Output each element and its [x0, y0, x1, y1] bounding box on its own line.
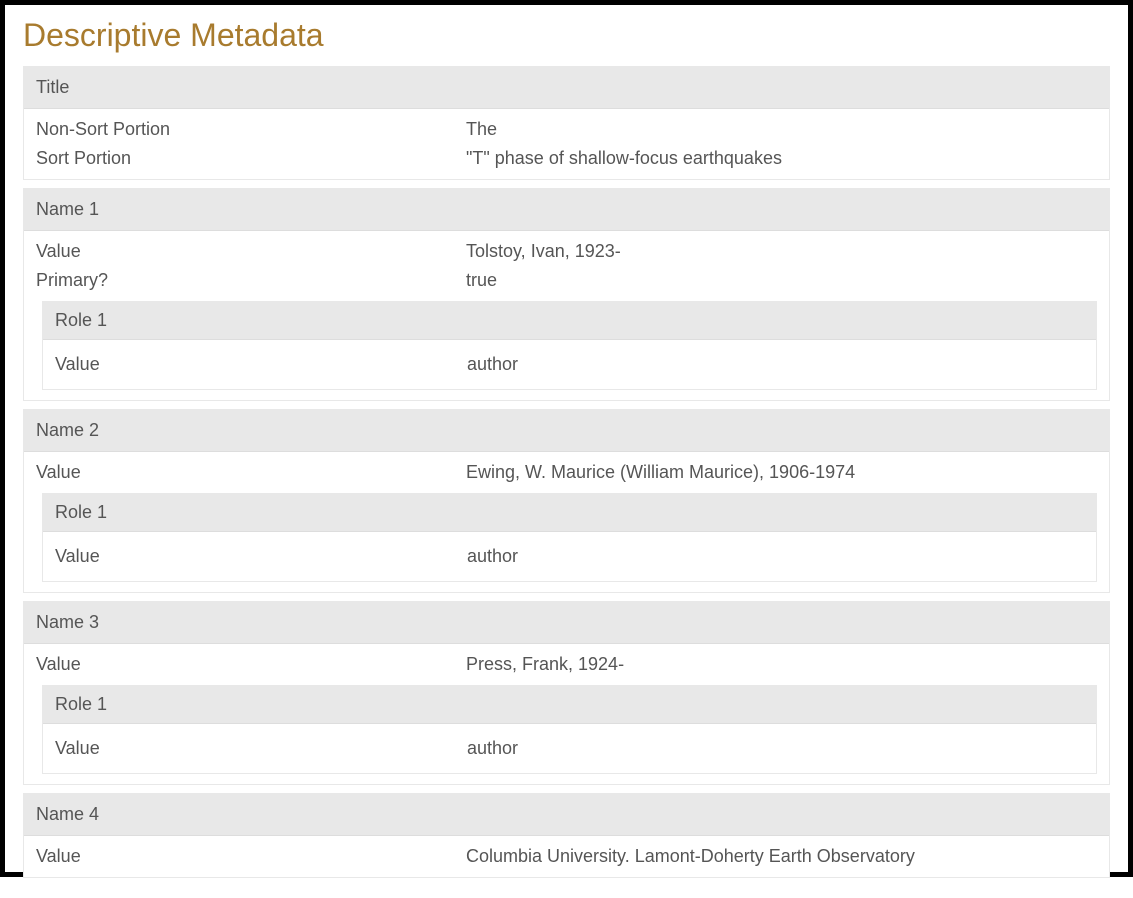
name1-section: Name 1 Value Tolstoy, Ivan, 1923- Primar…	[23, 188, 1110, 401]
page-title: Descriptive Metadata	[23, 17, 1110, 54]
name1-role1-value: author	[467, 354, 1084, 375]
name3-role1-body: Value author	[43, 724, 1096, 773]
name4-value: Columbia University. Lamont-Doherty Eart…	[466, 846, 1097, 867]
name1-role1-section: Role 1 Value author	[42, 301, 1097, 390]
name1-value: Tolstoy, Ivan, 1923-	[466, 241, 1097, 262]
title-section-body: Non-Sort Portion The Sort Portion "T" ph…	[24, 109, 1109, 179]
name1-body: Value Tolstoy, Ivan, 1923- Primary? true…	[24, 231, 1109, 400]
name2-role1-value-label: Value	[55, 546, 467, 567]
name1-role1-body: Value author	[43, 340, 1096, 389]
sort-value: "T" phase of shallow-focus earthquakes	[466, 148, 1097, 169]
name2-role1-value: author	[467, 546, 1084, 567]
name3-section: Name 3 Value Press, Frank, 1924- Role 1 …	[23, 601, 1110, 785]
name4-value-label: Value	[36, 846, 466, 867]
field-row: Value Ewing, W. Maurice (William Maurice…	[24, 458, 1109, 487]
name2-value-label: Value	[36, 462, 466, 483]
field-row: Value Tolstoy, Ivan, 1923-	[24, 237, 1109, 266]
name1-header: Name 1	[24, 189, 1109, 231]
title-section: Title Non-Sort Portion The Sort Portion …	[23, 66, 1110, 180]
name1-role1-header: Role 1	[43, 302, 1096, 340]
name3-role1-section: Role 1 Value author	[42, 685, 1097, 774]
field-row: Non-Sort Portion The	[24, 115, 1109, 144]
name4-body: Value Columbia University. Lamont-Dohert…	[24, 836, 1109, 877]
name2-body: Value Ewing, W. Maurice (William Maurice…	[24, 452, 1109, 592]
sort-label: Sort Portion	[36, 148, 466, 169]
name4-header: Name 4	[24, 794, 1109, 836]
field-row: Value author	[43, 730, 1096, 767]
name3-role1-value: author	[467, 738, 1084, 759]
name3-role1-header: Role 1	[43, 686, 1096, 724]
field-row: Sort Portion "T" phase of shallow-focus …	[24, 144, 1109, 173]
name2-section: Name 2 Value Ewing, W. Maurice (William …	[23, 409, 1110, 593]
field-row: Value Press, Frank, 1924-	[24, 650, 1109, 679]
title-section-header: Title	[24, 67, 1109, 109]
name2-role1-section: Role 1 Value author	[42, 493, 1097, 582]
name3-body: Value Press, Frank, 1924- Role 1 Value a…	[24, 644, 1109, 784]
name4-section: Name 4 Value Columbia University. Lamont…	[23, 793, 1110, 878]
name1-primary-value: true	[466, 270, 1097, 291]
name2-header: Name 2	[24, 410, 1109, 452]
metadata-container: Descriptive Metadata Title Non-Sort Port…	[5, 5, 1128, 898]
field-row: Value Columbia University. Lamont-Dohert…	[24, 842, 1109, 871]
name3-value: Press, Frank, 1924-	[466, 654, 1097, 675]
name2-role1-header: Role 1	[43, 494, 1096, 532]
name2-role1-body: Value author	[43, 532, 1096, 581]
name1-value-label: Value	[36, 241, 466, 262]
name1-primary-label: Primary?	[36, 270, 466, 291]
name2-value: Ewing, W. Maurice (William Maurice), 190…	[466, 462, 1097, 483]
non-sort-value: The	[466, 119, 1097, 140]
name3-header: Name 3	[24, 602, 1109, 644]
field-row: Value author	[43, 538, 1096, 575]
non-sort-label: Non-Sort Portion	[36, 119, 466, 140]
name3-role1-value-label: Value	[55, 738, 467, 759]
name1-role1-value-label: Value	[55, 354, 467, 375]
name3-value-label: Value	[36, 654, 466, 675]
field-row: Primary? true	[24, 266, 1109, 295]
field-row: Value author	[43, 346, 1096, 383]
